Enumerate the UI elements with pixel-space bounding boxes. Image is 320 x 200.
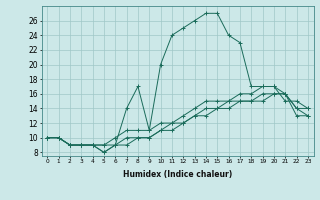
- X-axis label: Humidex (Indice chaleur): Humidex (Indice chaleur): [123, 170, 232, 179]
